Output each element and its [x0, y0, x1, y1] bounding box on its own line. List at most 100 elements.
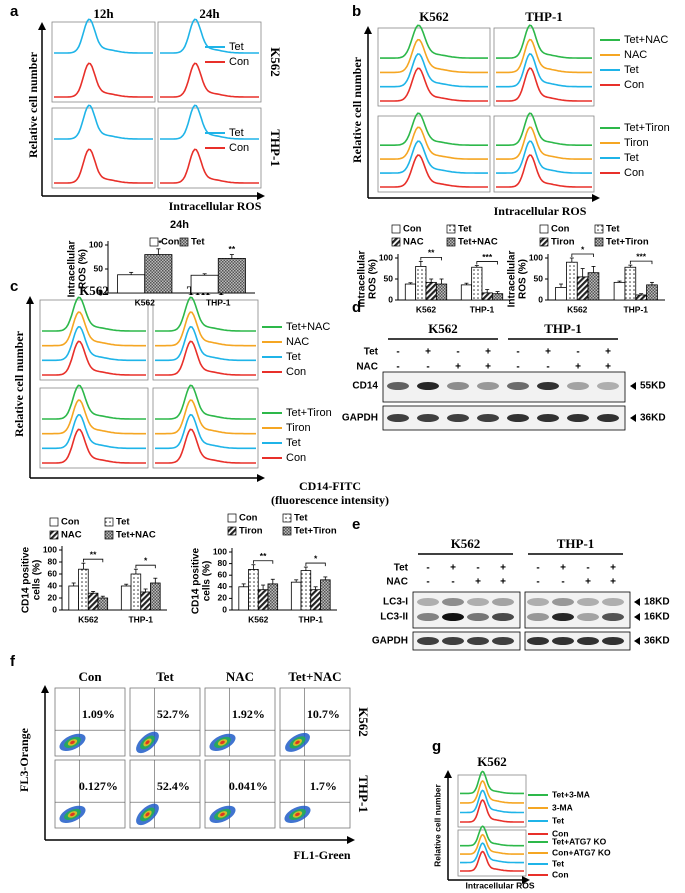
legend-label: Con	[552, 828, 569, 838]
error-bar	[124, 583, 129, 586]
histogram-curve	[460, 770, 524, 795]
y-tick-label: 100	[379, 252, 393, 262]
blot-band	[477, 382, 499, 390]
cell-line: K562	[451, 536, 481, 551]
x-tick-label: THP-1	[206, 297, 231, 307]
blot-band	[467, 598, 489, 606]
bar	[587, 272, 600, 301]
legend-label: Con	[624, 167, 644, 179]
band-arrow	[634, 637, 640, 645]
blot-band	[597, 414, 619, 422]
error-bar	[91, 591, 96, 594]
arrow-head	[592, 194, 600, 202]
panel-label: d	[352, 299, 361, 316]
histogram-curve	[155, 413, 256, 450]
legend-label: Tet+ATG7 KO	[552, 836, 607, 846]
y-tick-label: 100	[213, 546, 227, 556]
band-label: GAPDH	[372, 636, 408, 647]
y-tick-label: 0	[388, 294, 393, 304]
legend-swatch	[227, 526, 237, 536]
treatment-sign: -	[586, 563, 589, 574]
significance-bracket	[476, 261, 498, 265]
y-axis-label: Relative cell number	[12, 330, 26, 437]
histogram-curve	[155, 428, 256, 464]
bar	[460, 284, 473, 301]
row-label: THP-1	[356, 775, 371, 813]
error-bar	[241, 583, 246, 587]
y-tick-label: 50	[384, 273, 394, 283]
cell-line: THP-1	[557, 536, 595, 551]
legend-label: Tet	[229, 127, 244, 139]
treatment-sign: -	[396, 347, 399, 358]
legend-swatch	[446, 237, 456, 247]
blot-band	[552, 613, 574, 621]
legend-label: Tet+3-MA	[552, 789, 590, 799]
legend-label: Tet+NAC	[286, 321, 330, 333]
y-axis-label: Intracellular	[507, 251, 518, 308]
blot-band	[597, 382, 619, 390]
dot-cloud	[145, 740, 150, 745]
band-arrow	[630, 414, 636, 422]
column-header: Tet	[156, 669, 174, 684]
error-bar	[439, 278, 444, 285]
treatment-sign: +	[450, 563, 456, 574]
panel-label: g	[432, 738, 441, 755]
histogram-frame	[51, 21, 156, 103]
treatment-sign: -	[536, 577, 539, 588]
legend-label: Tet+Tiron	[294, 526, 337, 537]
histogram-curve	[496, 67, 592, 102]
significance-bracket	[252, 560, 274, 564]
legend-label: Con	[551, 224, 570, 235]
y-axis-label: cells (%)	[202, 561, 213, 602]
treatment-sign: +	[605, 347, 611, 358]
blot-band	[492, 637, 514, 645]
histogram-curve	[42, 296, 146, 332]
blot-frame	[412, 591, 521, 629]
chart-title: 24h	[170, 219, 189, 231]
histogram-curve	[54, 18, 153, 54]
column-header: 12h	[93, 6, 114, 21]
legend-swatch	[49, 517, 59, 527]
band-size: 36KD	[644, 636, 670, 647]
error-bar	[129, 271, 134, 275]
error-bar	[251, 564, 256, 570]
significance-bracket	[82, 558, 104, 563]
histogram-curve	[42, 399, 146, 435]
histogram-curve	[380, 140, 488, 174]
bar	[217, 258, 246, 294]
histogram-curve	[380, 38, 488, 74]
dot-cloud	[70, 740, 75, 745]
legend-label: Tiron	[551, 237, 575, 248]
blot-band	[527, 598, 549, 606]
legend-label: 3-MA	[552, 802, 573, 812]
histogram-curve	[42, 340, 146, 376]
legend-swatch	[446, 224, 456, 234]
blot-band	[477, 414, 499, 422]
bar	[310, 589, 321, 611]
error-bar	[408, 282, 413, 285]
legend-label: Con	[624, 79, 644, 91]
treatment-sign: +	[485, 347, 491, 358]
percentage: 1.7%	[310, 779, 337, 793]
x-tick-label: K562	[416, 304, 437, 314]
significance-bracket	[571, 253, 594, 257]
significance: ***	[636, 251, 647, 261]
band-arrow	[630, 382, 636, 390]
blot-band	[447, 414, 469, 422]
histogram-curve	[42, 384, 146, 420]
blot-band	[507, 414, 529, 422]
legend-label: Tet	[286, 437, 301, 449]
x-axis-label: Intracellular ROS	[169, 199, 262, 213]
histogram-curve	[380, 112, 488, 146]
significance-bracket	[420, 256, 442, 261]
histogram-curve	[42, 413, 146, 450]
treatment-sign: +	[475, 577, 481, 588]
bar	[425, 281, 437, 301]
y-tick-label: 50	[94, 263, 104, 273]
histogram-frame	[457, 829, 527, 877]
y-axis-label: Intracellular	[67, 241, 78, 298]
treatment-sign: +	[605, 362, 611, 373]
arrow-head	[26, 296, 34, 304]
blot-band	[467, 613, 489, 621]
cell-line: K562	[428, 321, 458, 336]
